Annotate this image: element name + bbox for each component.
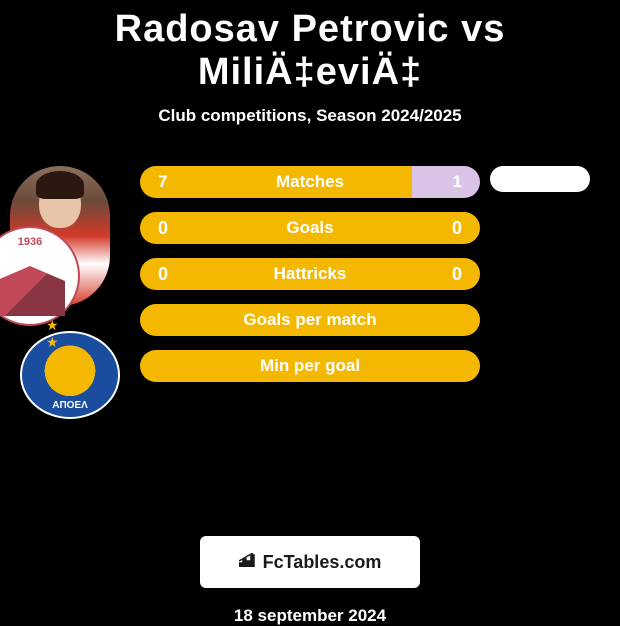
stat-bar-goals-per-match: Goals per match — [140, 304, 480, 336]
chart-icon — [239, 553, 257, 572]
stat-bar-min-per-goal: Min per goal — [140, 350, 480, 382]
stat-label: Goals — [286, 218, 333, 238]
subtitle: Club competitions, Season 2024/2025 — [0, 106, 620, 126]
date-text: 18 september 2024 — [0, 606, 620, 626]
stat-right-segment: 1 — [412, 166, 480, 198]
stat-bar-goals: 0 Goals 0 — [140, 212, 480, 244]
club-badge-left — [20, 331, 120, 419]
stat-right-value: 0 — [452, 264, 462, 285]
branding-badge: FcTables.com — [200, 536, 420, 588]
stat-label: Hattricks — [274, 264, 347, 284]
main-area: 7 1 Matches 0 Goals 0 0 Hattricks 0 Goals per mat… — [0, 166, 620, 516]
stat-label: Matches — [276, 172, 344, 192]
stat-label: Goals per match — [243, 310, 376, 330]
stats-area: 7 1 Matches 0 Goals 0 0 Hattricks 0 Goals per mat… — [140, 166, 480, 396]
player-right-avatar — [490, 166, 590, 192]
stat-left-value: 0 — [158, 218, 168, 239]
stat-bar-hattricks: 0 Hattricks 0 — [140, 258, 480, 290]
stat-bar-matches: 7 1 Matches — [140, 166, 480, 198]
comparison-container: Radosav Petrovic vs MiliÄ‡eviÄ‡ Club com… — [0, 0, 620, 626]
branding-label: FcTables.com — [263, 552, 382, 573]
stat-right-value: 1 — [453, 172, 462, 192]
stat-label: Min per goal — [260, 356, 360, 376]
stat-left-value: 0 — [158, 264, 168, 285]
page-title: Radosav Petrovic vs MiliÄ‡eviÄ‡ — [0, 0, 620, 94]
stat-right-value: 0 — [452, 218, 462, 239]
stat-left-value: 7 — [158, 172, 167, 192]
player-right-block — [490, 166, 590, 192]
